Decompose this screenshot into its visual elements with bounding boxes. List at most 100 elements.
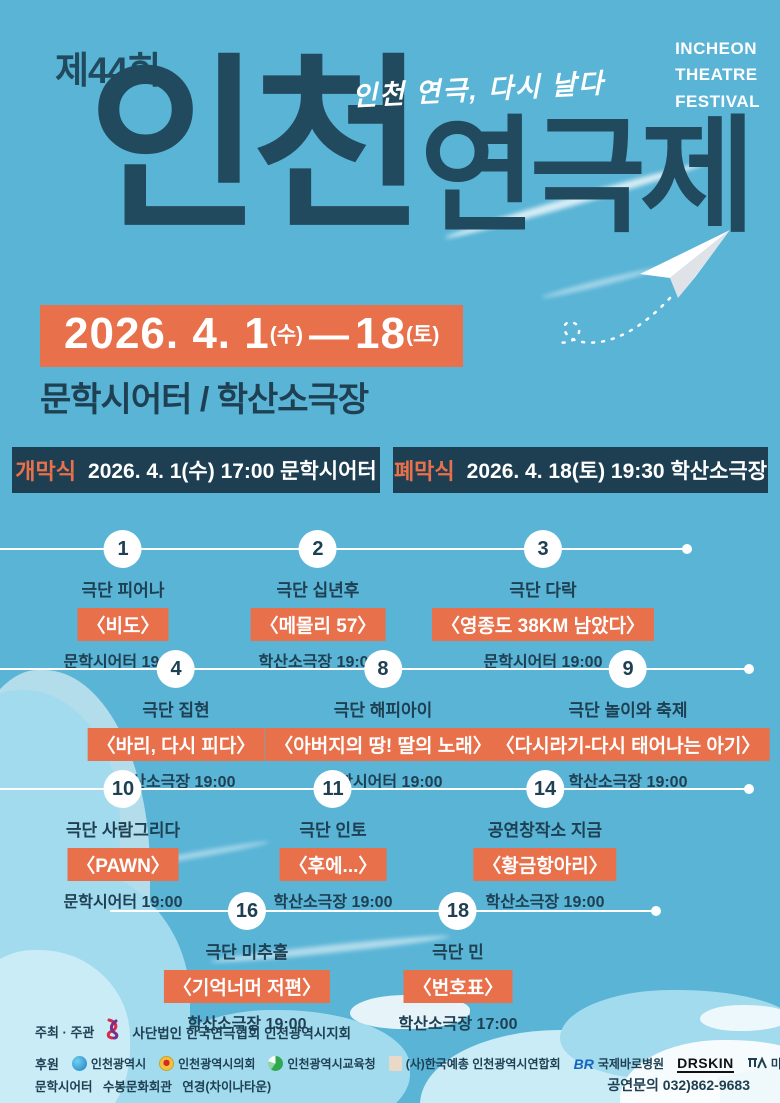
closing-info: 2026. 4. 18(토) 19:30 학산소극장 xyxy=(466,460,768,483)
sponsor-name: 미추홀학산문화원 xyxy=(770,1057,780,1071)
sponsor-baro-hospital: BR 국제바로병원 xyxy=(574,1055,664,1072)
sponsor-name: 국제바로병원 xyxy=(597,1057,665,1071)
timeline-end-dot xyxy=(744,664,754,674)
schedule-item: 10 극단 사람그리다 〈PAWN〉 문학시어터 19:00 xyxy=(63,770,183,912)
sponsor-drskin: DRSKIN xyxy=(677,1055,734,1073)
company-name: 극단 집현 xyxy=(142,701,210,720)
day-number-badge: 16 xyxy=(227,892,266,930)
schedule-item: 14 공연창작소 지금 〈황금항아리〉 학산소극장 19:00 xyxy=(473,770,617,912)
show-title-chip: 〈후에...〉 xyxy=(279,848,387,881)
baro-hospital-logo-icon: BR xyxy=(573,1055,594,1072)
show-title-chip: 〈바리, 다시 피다〉 xyxy=(87,728,265,761)
venue-time: 문학시어터 19:00 xyxy=(483,654,603,671)
venue-time: 문학시어터 19:00 xyxy=(323,774,443,791)
schedule-item: 1 극단 피어나 〈비도〉 문학시어터 19:00 xyxy=(63,530,183,672)
drskin-logo-text: DRSKIN xyxy=(677,1054,734,1073)
timeline-line xyxy=(110,910,655,912)
show-title-chip: 〈기억너머 저편〉 xyxy=(163,970,331,1003)
company-name: 극단 해피아이 xyxy=(333,701,433,720)
day-number-badge: 9 xyxy=(609,650,647,688)
venue-time: 문학시어터 19:00 xyxy=(63,654,183,671)
schedule-item: 8 극단 해피아이 〈아버지의 땅! 딸의 노래〉 문학시어터 19:00 xyxy=(265,650,501,792)
venue-time: 문학시어터 19:00 xyxy=(63,894,183,911)
incheon-council-logo-icon xyxy=(159,1056,175,1071)
timeline-end-dot xyxy=(744,784,754,794)
day-number-badge: 10 xyxy=(104,770,142,808)
sponsor-incheon-education: 인천광역시교육청 xyxy=(268,1055,376,1072)
venue-time: 학산소극장 17:00 xyxy=(398,1016,518,1033)
sponsor-row: 후원 인천광역시 인천광역시의회 인천광역시교육청 (사)한국예총 인천광역시연… xyxy=(35,1054,780,1073)
show-title-chip: 〈다시라기-다시 태어나는 아기〉 xyxy=(486,728,770,761)
date-end-day: 18 xyxy=(355,309,406,358)
festival-title: 인천 연극제 xyxy=(88,41,756,251)
schedule-item: 18 극단 민 〈번호표〉 학산소극장 17:00 xyxy=(398,892,518,1034)
sponsor-name: 인천광역시의회 xyxy=(178,1057,256,1071)
incheon-education-logo-icon xyxy=(268,1056,284,1071)
date-start-dow: (수) xyxy=(269,323,304,347)
sponsor-name: 인천광역시교육청 xyxy=(287,1057,376,1071)
show-title-chip: 〈번호표〉 xyxy=(403,970,513,1003)
company-name: 극단 다락 xyxy=(509,581,577,600)
company-name: 극단 놀이와 축제 xyxy=(568,701,688,720)
opening-info: 2026. 4. 1(수) 17:00 문학시어터 xyxy=(88,460,377,483)
venue-time: 학산소극장 19:00 xyxy=(568,774,688,791)
day-number-badge: 3 xyxy=(524,530,562,568)
schedule-item: 11 극단 인토 〈후에...〉 학산소극장 19:00 xyxy=(273,770,393,912)
sponsor-label: 후원 xyxy=(35,1057,59,1072)
english-title-line: INCHEON xyxy=(675,39,757,58)
company-name: 극단 피어나 xyxy=(81,581,165,600)
day-number-badge: 4 xyxy=(157,650,195,688)
closing-ceremony-banner: 폐막식 2026. 4. 18(토) 19:30 학산소극장 xyxy=(393,447,768,493)
sponsor-name: (사)한국예총 인천광역시연합회 xyxy=(405,1057,561,1071)
schedule-item: 9 극단 놀이와 축제 〈다시라기-다시 태어나는 아기〉 학산소극장 19:0… xyxy=(486,650,770,792)
english-title-line: THEATRE xyxy=(675,65,758,85)
company-name: 극단 사람그리다 xyxy=(65,821,181,840)
company-name: 극단 인토 xyxy=(299,821,367,840)
show-title-chip: 〈아버지의 땅! 딸의 노래〉 xyxy=(265,728,501,761)
timeline-line xyxy=(0,788,748,790)
festival-title-part1: 인천 xyxy=(88,41,425,251)
date-main: 2026. 4. 1 xyxy=(64,309,270,358)
venues-title: 문학시어터 / 학산소극장 xyxy=(40,381,369,419)
company-name: 극단 미추홀 xyxy=(205,943,289,962)
venue-time: 학산소극장 19:00 xyxy=(116,774,236,791)
date-banner: 2026. 4. 1(수) —18(토) xyxy=(40,305,464,367)
edition-label: 제44회 xyxy=(55,50,161,91)
company-name: 극단 십년후 xyxy=(276,581,360,600)
venue-list: 문학시어터 수봉문화회관 연경(차이나타운) xyxy=(35,1080,272,1094)
sponsor-michuhol: 미추홀학산문화원 xyxy=(747,1055,780,1073)
festival-title-part2: 연극제 xyxy=(419,106,756,247)
organizer-name: 사단법인 한국연극협회 인천광역시지회 xyxy=(132,1025,352,1041)
theatre-association-ribbon-icon xyxy=(104,1018,122,1045)
day-number-badge: 18 xyxy=(439,892,477,930)
venue-time: 학산소극장 19:00 xyxy=(273,894,393,911)
day-number-badge: 14 xyxy=(526,770,564,808)
contact-phone: 공연문의 032)862-9683 xyxy=(607,1077,750,1093)
schedule-item: 2 극단 십년후 〈메몰리 57〉 학산소극장 19:00 xyxy=(250,530,386,672)
date-dash: — xyxy=(309,313,350,357)
organizer-label: 주최 · 주관 xyxy=(35,1025,95,1040)
day-number-badge: 11 xyxy=(314,770,352,808)
timeline-end-dot xyxy=(682,544,692,554)
day-number-badge: 2 xyxy=(298,530,337,568)
show-title-chip: 〈황금항아리〉 xyxy=(473,848,617,881)
timeline-line xyxy=(0,548,687,550)
michuhol-logo-icon xyxy=(747,1055,767,1073)
company-name: 공연창작소 지금 xyxy=(487,821,603,840)
sponsor-yechong: (사)한국예총 인천광역시연합회 xyxy=(388,1055,561,1072)
show-title-chip: 〈영종도 38KM 남았다〉 xyxy=(431,608,655,641)
sponsor-incheon-city: 인천광역시 xyxy=(71,1055,146,1072)
closing-label: 폐막식 xyxy=(393,459,455,484)
paper-plane-icon xyxy=(612,212,742,317)
schedule-item: 4 극단 집현 〈바리, 다시 피다〉 학산소극장 19:00 xyxy=(87,650,265,792)
opening-ceremony-banner: 개막식 2026. 4. 1(수) 17:00 문학시어터 xyxy=(12,447,380,493)
incheon-city-logo-icon xyxy=(71,1056,87,1071)
cloud-shape xyxy=(700,1005,780,1031)
show-title-chip: 〈비도〉 xyxy=(77,608,169,641)
venue-time: 학산소극장 19:00 xyxy=(187,1016,307,1033)
sponsor-incheon-council: 인천광역시의회 xyxy=(159,1055,255,1072)
schedule-item: 3 극단 다락 〈영종도 38KM 남았다〉 문학시어터 19:00 xyxy=(431,530,655,672)
company-name: 극단 민 xyxy=(432,943,484,962)
date-end-dow: (토) xyxy=(406,323,440,347)
